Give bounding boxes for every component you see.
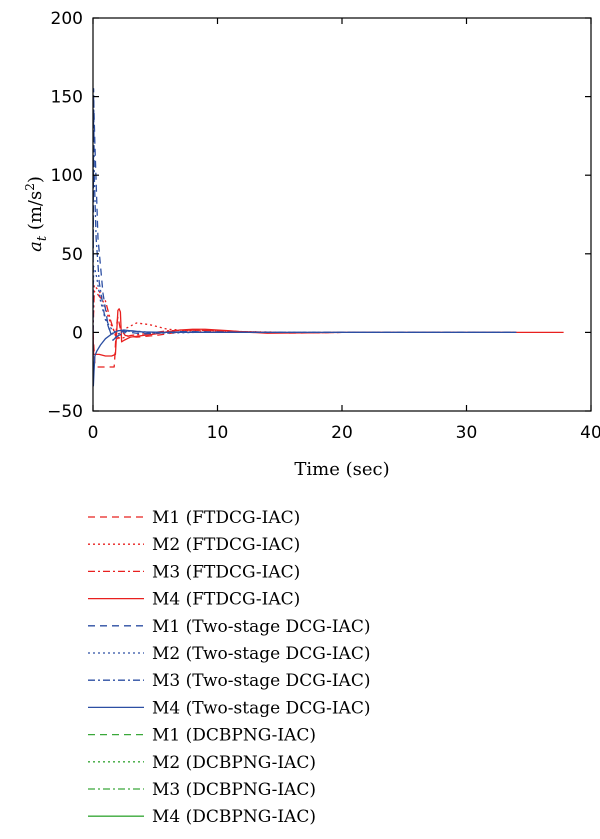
legend-label: M3 (Two-stage DCG-IAC)	[152, 671, 370, 691]
legend-label: M4 (Two-stage DCG-IAC)	[152, 698, 370, 718]
y-axis-title-symbol: a	[25, 241, 46, 252]
series-line-1	[93, 316, 517, 368]
y-tick-label: −50	[47, 402, 83, 422]
y-tick-label: 150	[51, 88, 83, 108]
x-tick-label: 0	[88, 423, 99, 443]
series-line-5	[93, 95, 517, 341]
plot-frame	[92, 17, 592, 412]
y-axis-title-unit: (m/s	[25, 191, 46, 236]
series-layer	[93, 88, 564, 387]
legend-label: M1 (FTDCG-IAC)	[152, 508, 300, 528]
y-tick-label: 0	[72, 323, 83, 343]
y-axis-title-close: )	[25, 176, 46, 183]
legend-label: M1 (Two-stage DCG-IAC)	[152, 617, 370, 637]
y-tick-label: 50	[61, 245, 83, 265]
series-line-2	[93, 284, 517, 340]
y-axis: −50 0 50 100 150 200	[47, 9, 591, 422]
series-line-7	[93, 88, 517, 338]
y-axis-title-superscript: 2	[23, 183, 37, 191]
y-tick-label: 200	[51, 9, 83, 29]
legend-label: M3 (DCBPNG-IAC)	[152, 780, 316, 800]
series-line-8	[93, 329, 517, 387]
x-tick-label: 30	[456, 423, 478, 443]
legend-label: M2 (DCBPNG-IAC)	[152, 753, 316, 773]
x-tick-label: 40	[580, 423, 600, 443]
legend-label: M2 (FTDCG-IAC)	[152, 535, 300, 555]
series-line-6	[93, 265, 517, 335]
x-axis-title: Time (sec)	[294, 459, 389, 480]
legend-label: M4 (FTDCG-IAC)	[152, 590, 300, 610]
x-tick-label: 10	[207, 423, 229, 443]
legend: M1 (FTDCG-IAC) M2 (FTDCG-IAC) M3 (FTDCG-IA…	[88, 508, 370, 827]
legend-label: M2 (Two-stage DCG-IAC)	[152, 644, 370, 664]
legend-label: M1 (DCBPNG-IAC)	[152, 726, 316, 746]
y-axis-title-subscript: t	[35, 235, 50, 241]
y-axis-title: at (m/s2)	[23, 176, 50, 252]
legend-label: M3 (FTDCG-IAC)	[152, 562, 300, 582]
y-tick-label: 100	[51, 166, 83, 186]
x-axis: 0 10 20 30 40	[88, 18, 600, 443]
legend-label: M4 (DCBPNG-IAC)	[152, 807, 316, 827]
x-tick-label: 20	[331, 423, 353, 443]
